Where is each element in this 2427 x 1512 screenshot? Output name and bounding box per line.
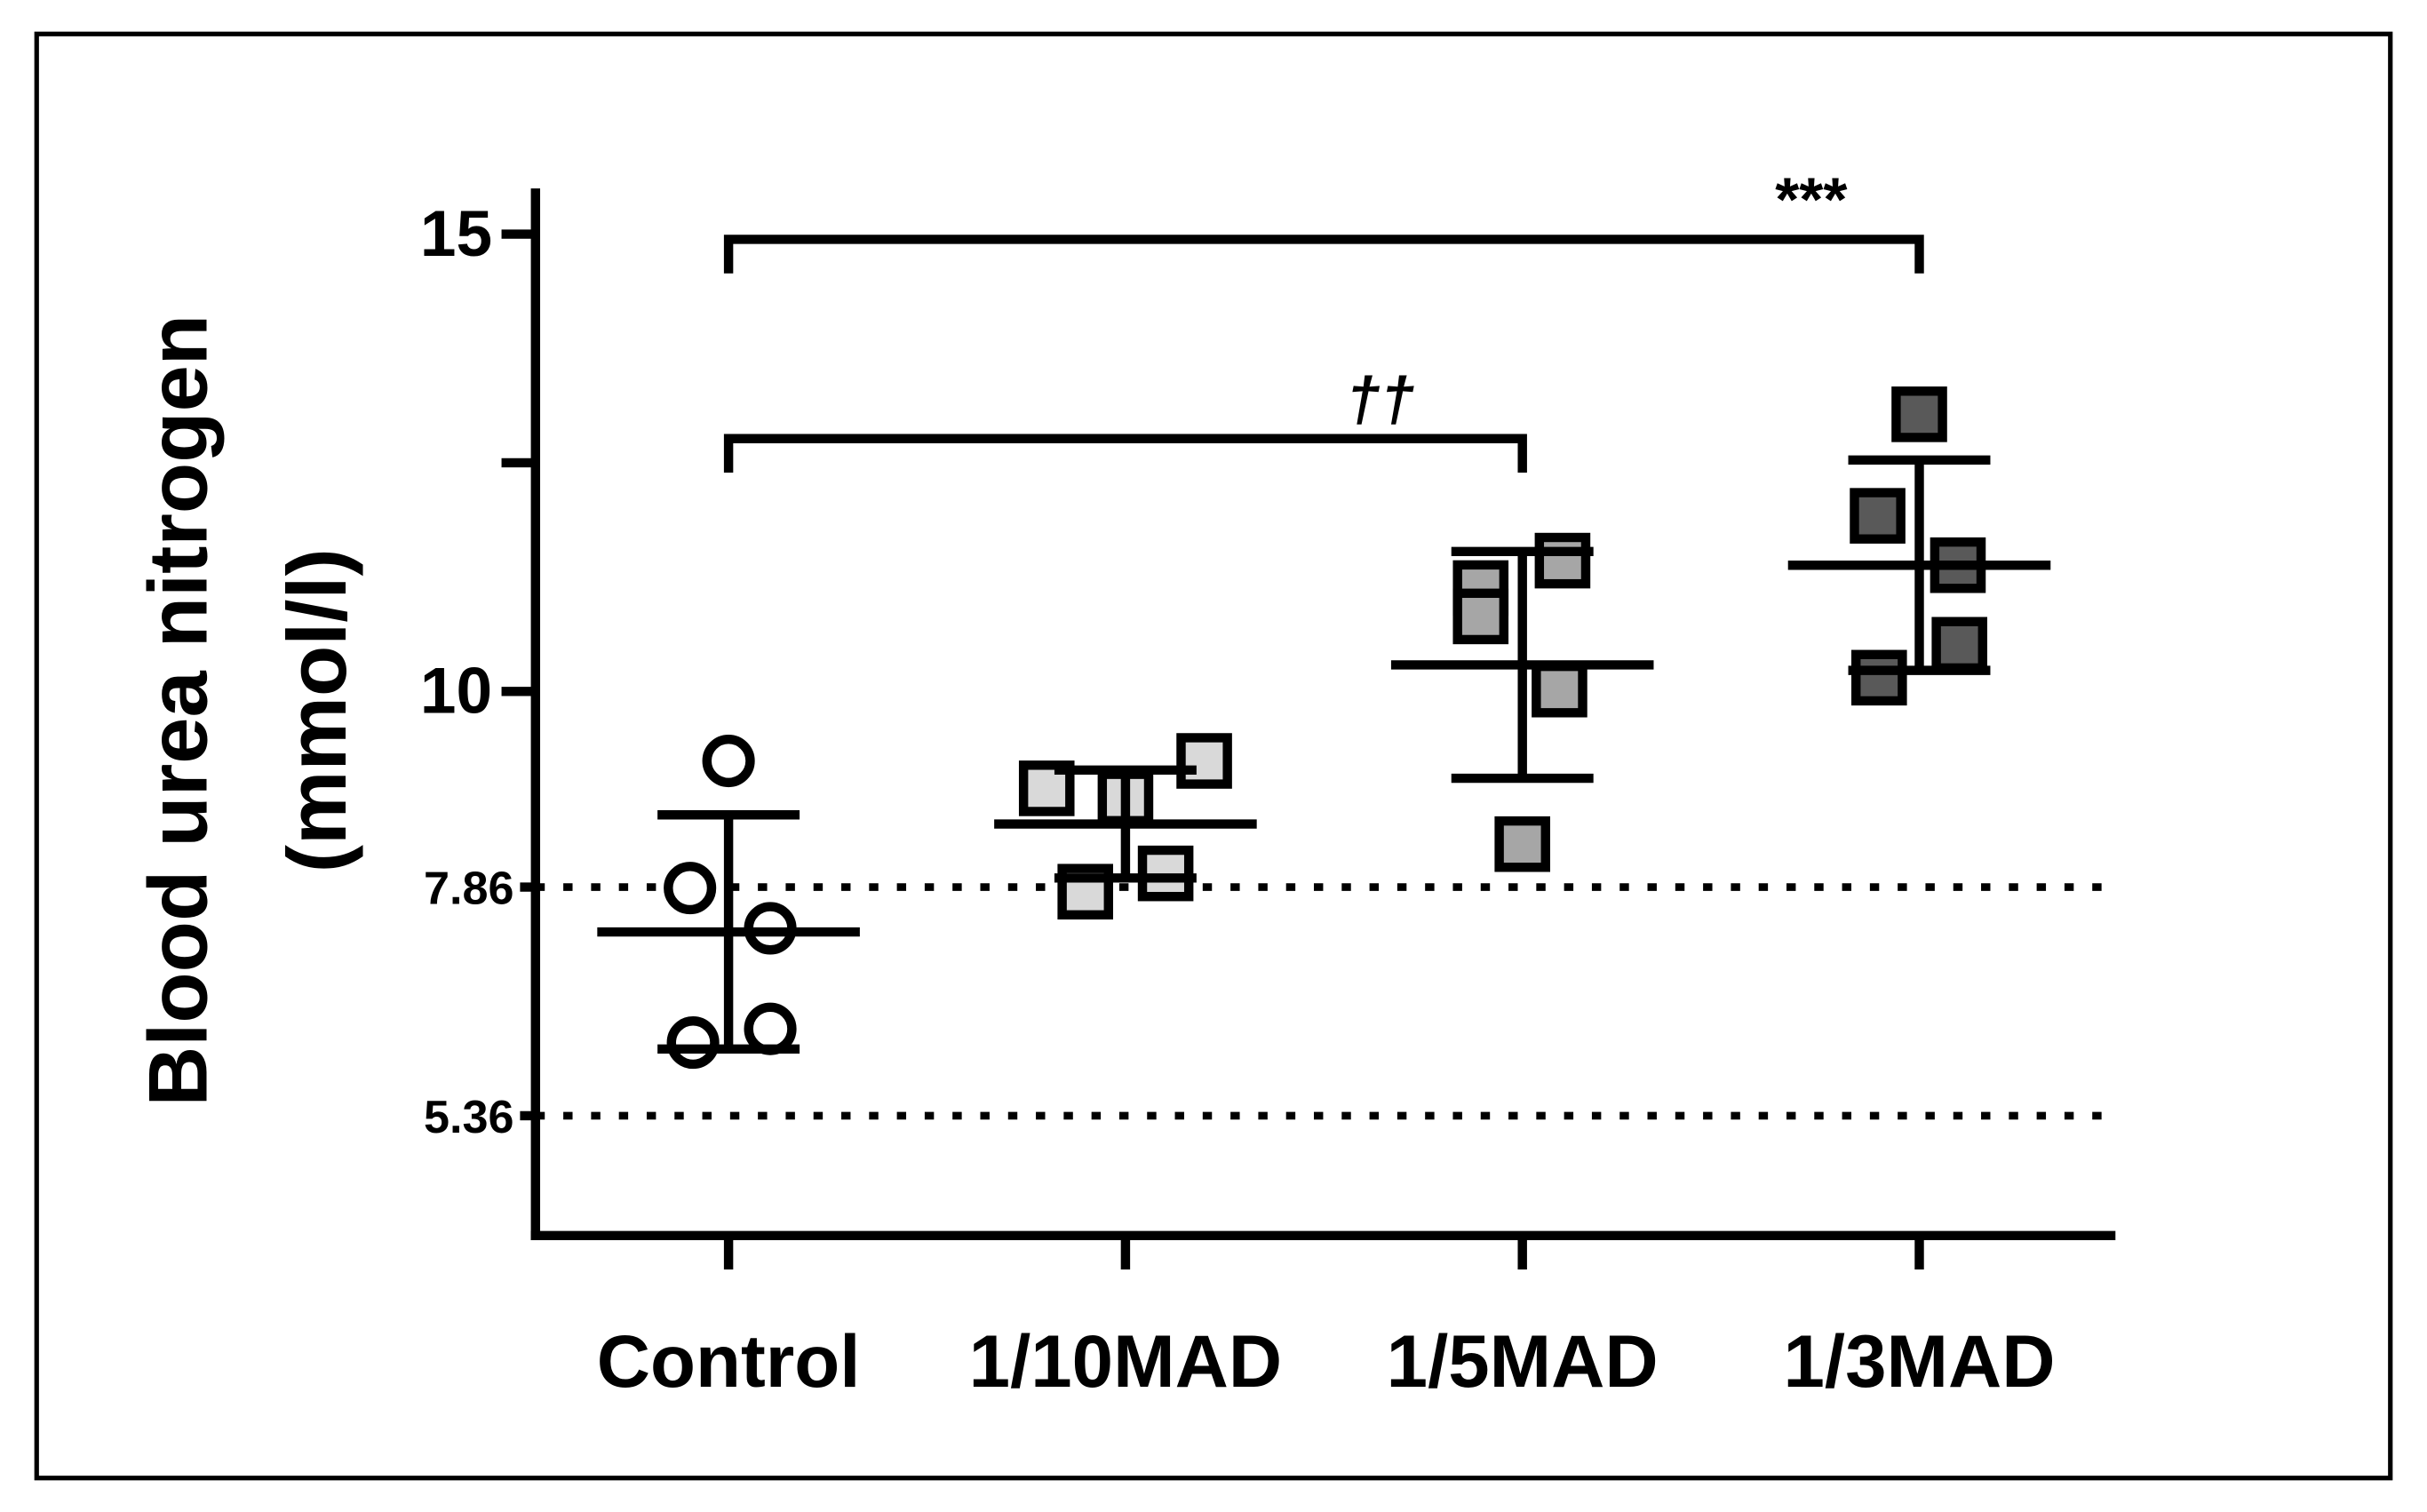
- data-point: [1176, 733, 1232, 789]
- data-point: [1850, 488, 1906, 544]
- x-tick-label: Control: [597, 1319, 861, 1403]
- significance-label: ††: [1346, 364, 1414, 434]
- y-axis-label: (mmol/l): [270, 548, 363, 872]
- y-axis-label: Blood urea nitrogen: [131, 314, 224, 1107]
- data-point: [1532, 661, 1587, 718]
- y-tick-label: 5.36: [424, 1092, 513, 1143]
- data-point: [1931, 617, 1987, 673]
- data-point: [1534, 532, 1591, 589]
- y-tick-label: 7.86: [424, 863, 513, 915]
- data-point: [664, 862, 717, 915]
- data-point: [702, 734, 755, 788]
- data-point: [1891, 386, 1947, 442]
- significance-bracket: [723, 434, 1527, 473]
- data-point: [1452, 588, 1509, 645]
- x-tick-label: 1/3MAD: [1783, 1319, 2055, 1403]
- significance-bracket: [723, 235, 1924, 274]
- y-tick-label: 10: [420, 656, 492, 728]
- x-tick-label: 1/5MAD: [1387, 1319, 1659, 1403]
- x-tick-label: 1/10MAD: [969, 1319, 1282, 1403]
- frame: [34, 31, 2393, 1481]
- data-point: [1494, 816, 1550, 872]
- data-point: [666, 1016, 720, 1070]
- data-point: [744, 1002, 797, 1055]
- data-point: [1851, 649, 1907, 706]
- significance-label: ***: [1775, 165, 1847, 235]
- y-tick-label: 15: [420, 198, 492, 270]
